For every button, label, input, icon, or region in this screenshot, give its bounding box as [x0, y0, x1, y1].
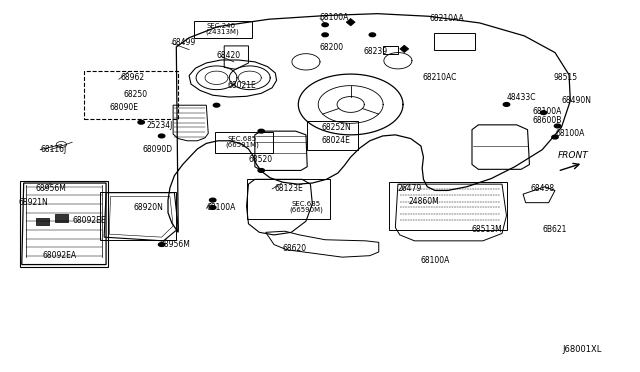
Text: 68420: 68420	[216, 51, 241, 60]
Circle shape	[138, 121, 145, 124]
Text: 68620: 68620	[283, 244, 307, 253]
Bar	[307, 121, 358, 150]
Text: (66590M): (66590M)	[289, 207, 323, 213]
Circle shape	[213, 103, 220, 107]
Circle shape	[159, 134, 165, 138]
Text: 68090D: 68090D	[143, 145, 173, 154]
Text: 68116J: 68116J	[40, 145, 67, 154]
Text: 68513M: 68513M	[472, 225, 503, 234]
Text: (66591M): (66591M)	[225, 141, 259, 148]
Text: SEC.685: SEC.685	[291, 201, 321, 207]
Text: 68956M: 68956M	[159, 240, 190, 249]
Text: 68920N: 68920N	[134, 203, 163, 212]
Circle shape	[322, 23, 328, 27]
Bar	[193, 21, 252, 38]
Circle shape	[322, 33, 328, 37]
Text: 68210AC: 68210AC	[422, 73, 456, 82]
Circle shape	[552, 135, 558, 139]
Bar	[84, 71, 178, 119]
Text: 68490N: 68490N	[561, 96, 591, 105]
Text: 68021E: 68021E	[227, 81, 256, 90]
Bar	[100, 192, 175, 240]
Text: 68090E: 68090E	[109, 103, 138, 112]
Text: 68100A: 68100A	[555, 129, 584, 138]
Text: FRONT: FRONT	[557, 151, 588, 160]
Text: 68200: 68200	[320, 42, 344, 51]
Text: (24313M): (24313M)	[205, 29, 239, 35]
Bar	[246, 179, 330, 219]
Polygon shape	[55, 214, 68, 222]
Text: 68100A: 68100A	[532, 107, 561, 116]
Text: 26479: 26479	[398, 185, 422, 193]
Circle shape	[369, 33, 376, 37]
Text: 68100A: 68100A	[421, 256, 451, 265]
Circle shape	[258, 169, 264, 172]
Circle shape	[258, 129, 264, 133]
Text: 68600B: 68600B	[532, 116, 561, 125]
Text: J68001XL: J68001XL	[563, 345, 602, 354]
Text: 68092EE: 68092EE	[72, 216, 106, 225]
Circle shape	[209, 206, 216, 209]
Text: 68956M: 68956M	[36, 185, 67, 193]
Text: 68921N: 68921N	[19, 198, 49, 207]
Text: 68100A: 68100A	[206, 203, 236, 212]
Text: SEC.685: SEC.685	[227, 135, 257, 142]
Text: 68250: 68250	[124, 90, 148, 99]
Text: 98515: 98515	[553, 73, 577, 82]
Text: 25234J: 25234J	[147, 122, 173, 131]
Polygon shape	[346, 19, 355, 26]
Circle shape	[540, 111, 547, 115]
Text: 24860M: 24860M	[408, 197, 439, 206]
Text: SEC.240: SEC.240	[207, 23, 236, 29]
Polygon shape	[400, 45, 409, 52]
Text: 6B621: 6B621	[542, 225, 566, 234]
Text: 68498: 68498	[531, 185, 555, 193]
Circle shape	[159, 243, 165, 246]
Text: 68123E: 68123E	[274, 185, 303, 193]
Polygon shape	[36, 218, 49, 225]
Text: 68210AA: 68210AA	[430, 14, 465, 23]
Circle shape	[209, 198, 216, 202]
Text: 68024E: 68024E	[321, 136, 350, 145]
Text: 68239: 68239	[364, 47, 388, 56]
Text: 68100A: 68100A	[320, 13, 349, 22]
Text: 48433C: 48433C	[507, 93, 536, 102]
Text: 68499: 68499	[172, 38, 196, 47]
Text: 68092EA: 68092EA	[42, 251, 76, 260]
Text: 68520: 68520	[248, 155, 273, 164]
Circle shape	[503, 103, 509, 106]
Bar	[214, 132, 273, 153]
Text: 68962: 68962	[121, 73, 145, 82]
Bar	[20, 181, 108, 267]
Bar	[389, 182, 507, 231]
Circle shape	[554, 124, 561, 128]
Text: 68252N: 68252N	[321, 123, 351, 132]
